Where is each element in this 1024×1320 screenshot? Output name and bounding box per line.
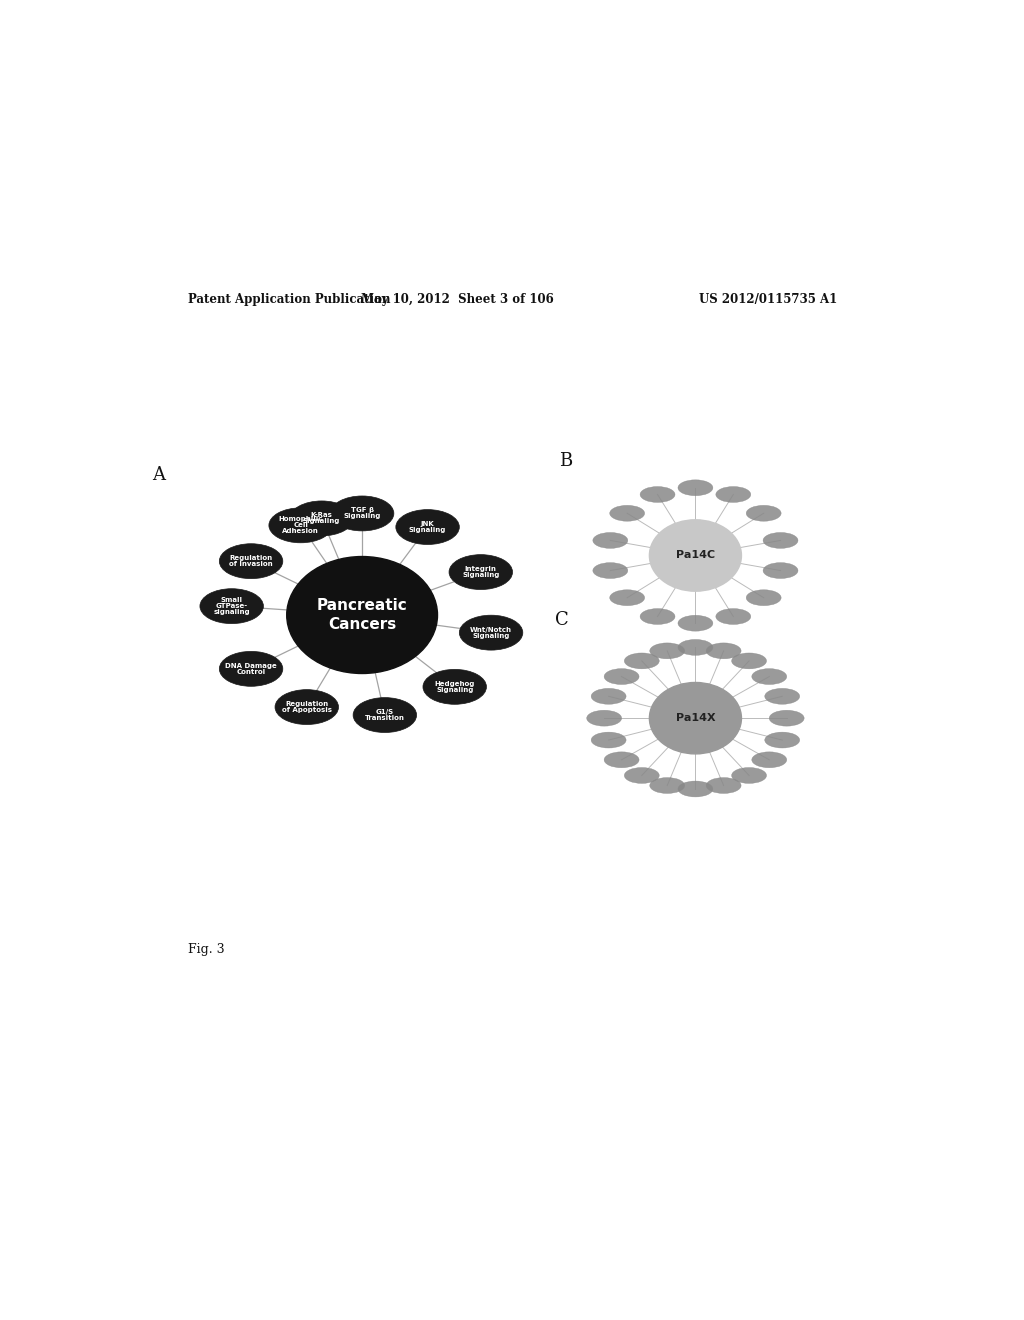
Ellipse shape	[604, 752, 639, 768]
Ellipse shape	[678, 781, 713, 797]
Ellipse shape	[587, 710, 622, 726]
Ellipse shape	[765, 688, 800, 705]
Text: G1/S
Transition: G1/S Transition	[365, 709, 404, 721]
Text: Pancreatic
Cancers: Pancreatic Cancers	[316, 598, 408, 632]
Text: JNK
Signaling: JNK Signaling	[409, 521, 446, 533]
Ellipse shape	[219, 544, 283, 578]
Ellipse shape	[707, 777, 741, 793]
Ellipse shape	[593, 562, 628, 578]
Text: US 2012/0115735 A1: US 2012/0115735 A1	[699, 293, 838, 306]
Ellipse shape	[640, 609, 675, 624]
Ellipse shape	[731, 767, 767, 783]
Ellipse shape	[765, 733, 800, 748]
Text: Pa14C: Pa14C	[676, 550, 715, 561]
Ellipse shape	[593, 532, 628, 548]
Ellipse shape	[678, 615, 713, 631]
Ellipse shape	[625, 653, 659, 669]
Text: TGF β
Signaling: TGF β Signaling	[343, 507, 381, 520]
Ellipse shape	[746, 506, 781, 521]
Ellipse shape	[396, 510, 460, 545]
Ellipse shape	[591, 733, 626, 748]
Text: Hedgehog
Signaling: Hedgehog Signaling	[434, 681, 475, 693]
Ellipse shape	[290, 502, 353, 536]
Ellipse shape	[640, 487, 675, 503]
Ellipse shape	[752, 752, 786, 768]
Ellipse shape	[275, 689, 339, 725]
Text: C: C	[555, 611, 568, 630]
Ellipse shape	[450, 554, 513, 590]
Text: Regulation
of Apoptosis: Regulation of Apoptosis	[282, 701, 332, 713]
Text: Wnt/Notch
Signaling: Wnt/Notch Signaling	[470, 627, 512, 639]
Ellipse shape	[752, 669, 786, 685]
Text: K-Ras
Signaling: K-Ras Signaling	[303, 512, 340, 524]
Ellipse shape	[625, 767, 659, 783]
Ellipse shape	[650, 777, 685, 793]
Text: Patent Application Publication: Patent Application Publication	[187, 293, 390, 306]
Ellipse shape	[707, 643, 741, 659]
Ellipse shape	[678, 639, 713, 655]
Ellipse shape	[731, 653, 767, 669]
Ellipse shape	[269, 508, 333, 543]
Ellipse shape	[678, 480, 713, 496]
Text: A: A	[152, 466, 165, 484]
Ellipse shape	[353, 697, 417, 733]
Text: Pa14X: Pa14X	[676, 713, 715, 723]
Ellipse shape	[591, 688, 626, 705]
Ellipse shape	[649, 520, 741, 591]
Ellipse shape	[746, 590, 781, 606]
Ellipse shape	[460, 615, 523, 651]
Ellipse shape	[287, 557, 437, 673]
Ellipse shape	[763, 532, 798, 548]
Ellipse shape	[604, 669, 639, 685]
Text: B: B	[559, 451, 572, 470]
Text: DNA Damage
Control: DNA Damage Control	[225, 663, 276, 675]
Ellipse shape	[763, 562, 798, 578]
Text: Fig. 3: Fig. 3	[187, 944, 224, 957]
Ellipse shape	[423, 669, 486, 705]
Ellipse shape	[609, 506, 645, 521]
Ellipse shape	[650, 643, 685, 659]
Text: Small
GTPase-
signaling: Small GTPase- signaling	[213, 597, 250, 615]
Ellipse shape	[609, 590, 645, 606]
Ellipse shape	[331, 496, 394, 531]
Ellipse shape	[716, 487, 751, 503]
Ellipse shape	[716, 609, 751, 624]
Text: May 10, 2012  Sheet 3 of 106: May 10, 2012 Sheet 3 of 106	[361, 293, 554, 306]
Text: Homophilic
Cell
Adhesion: Homophilic Cell Adhesion	[279, 516, 323, 535]
Ellipse shape	[219, 651, 283, 686]
Ellipse shape	[649, 682, 741, 754]
Text: Regulation
of Invasion: Regulation of Invasion	[229, 556, 272, 568]
Ellipse shape	[769, 710, 804, 726]
Text: Integrin
Signaling: Integrin Signaling	[462, 566, 500, 578]
Ellipse shape	[200, 589, 263, 623]
